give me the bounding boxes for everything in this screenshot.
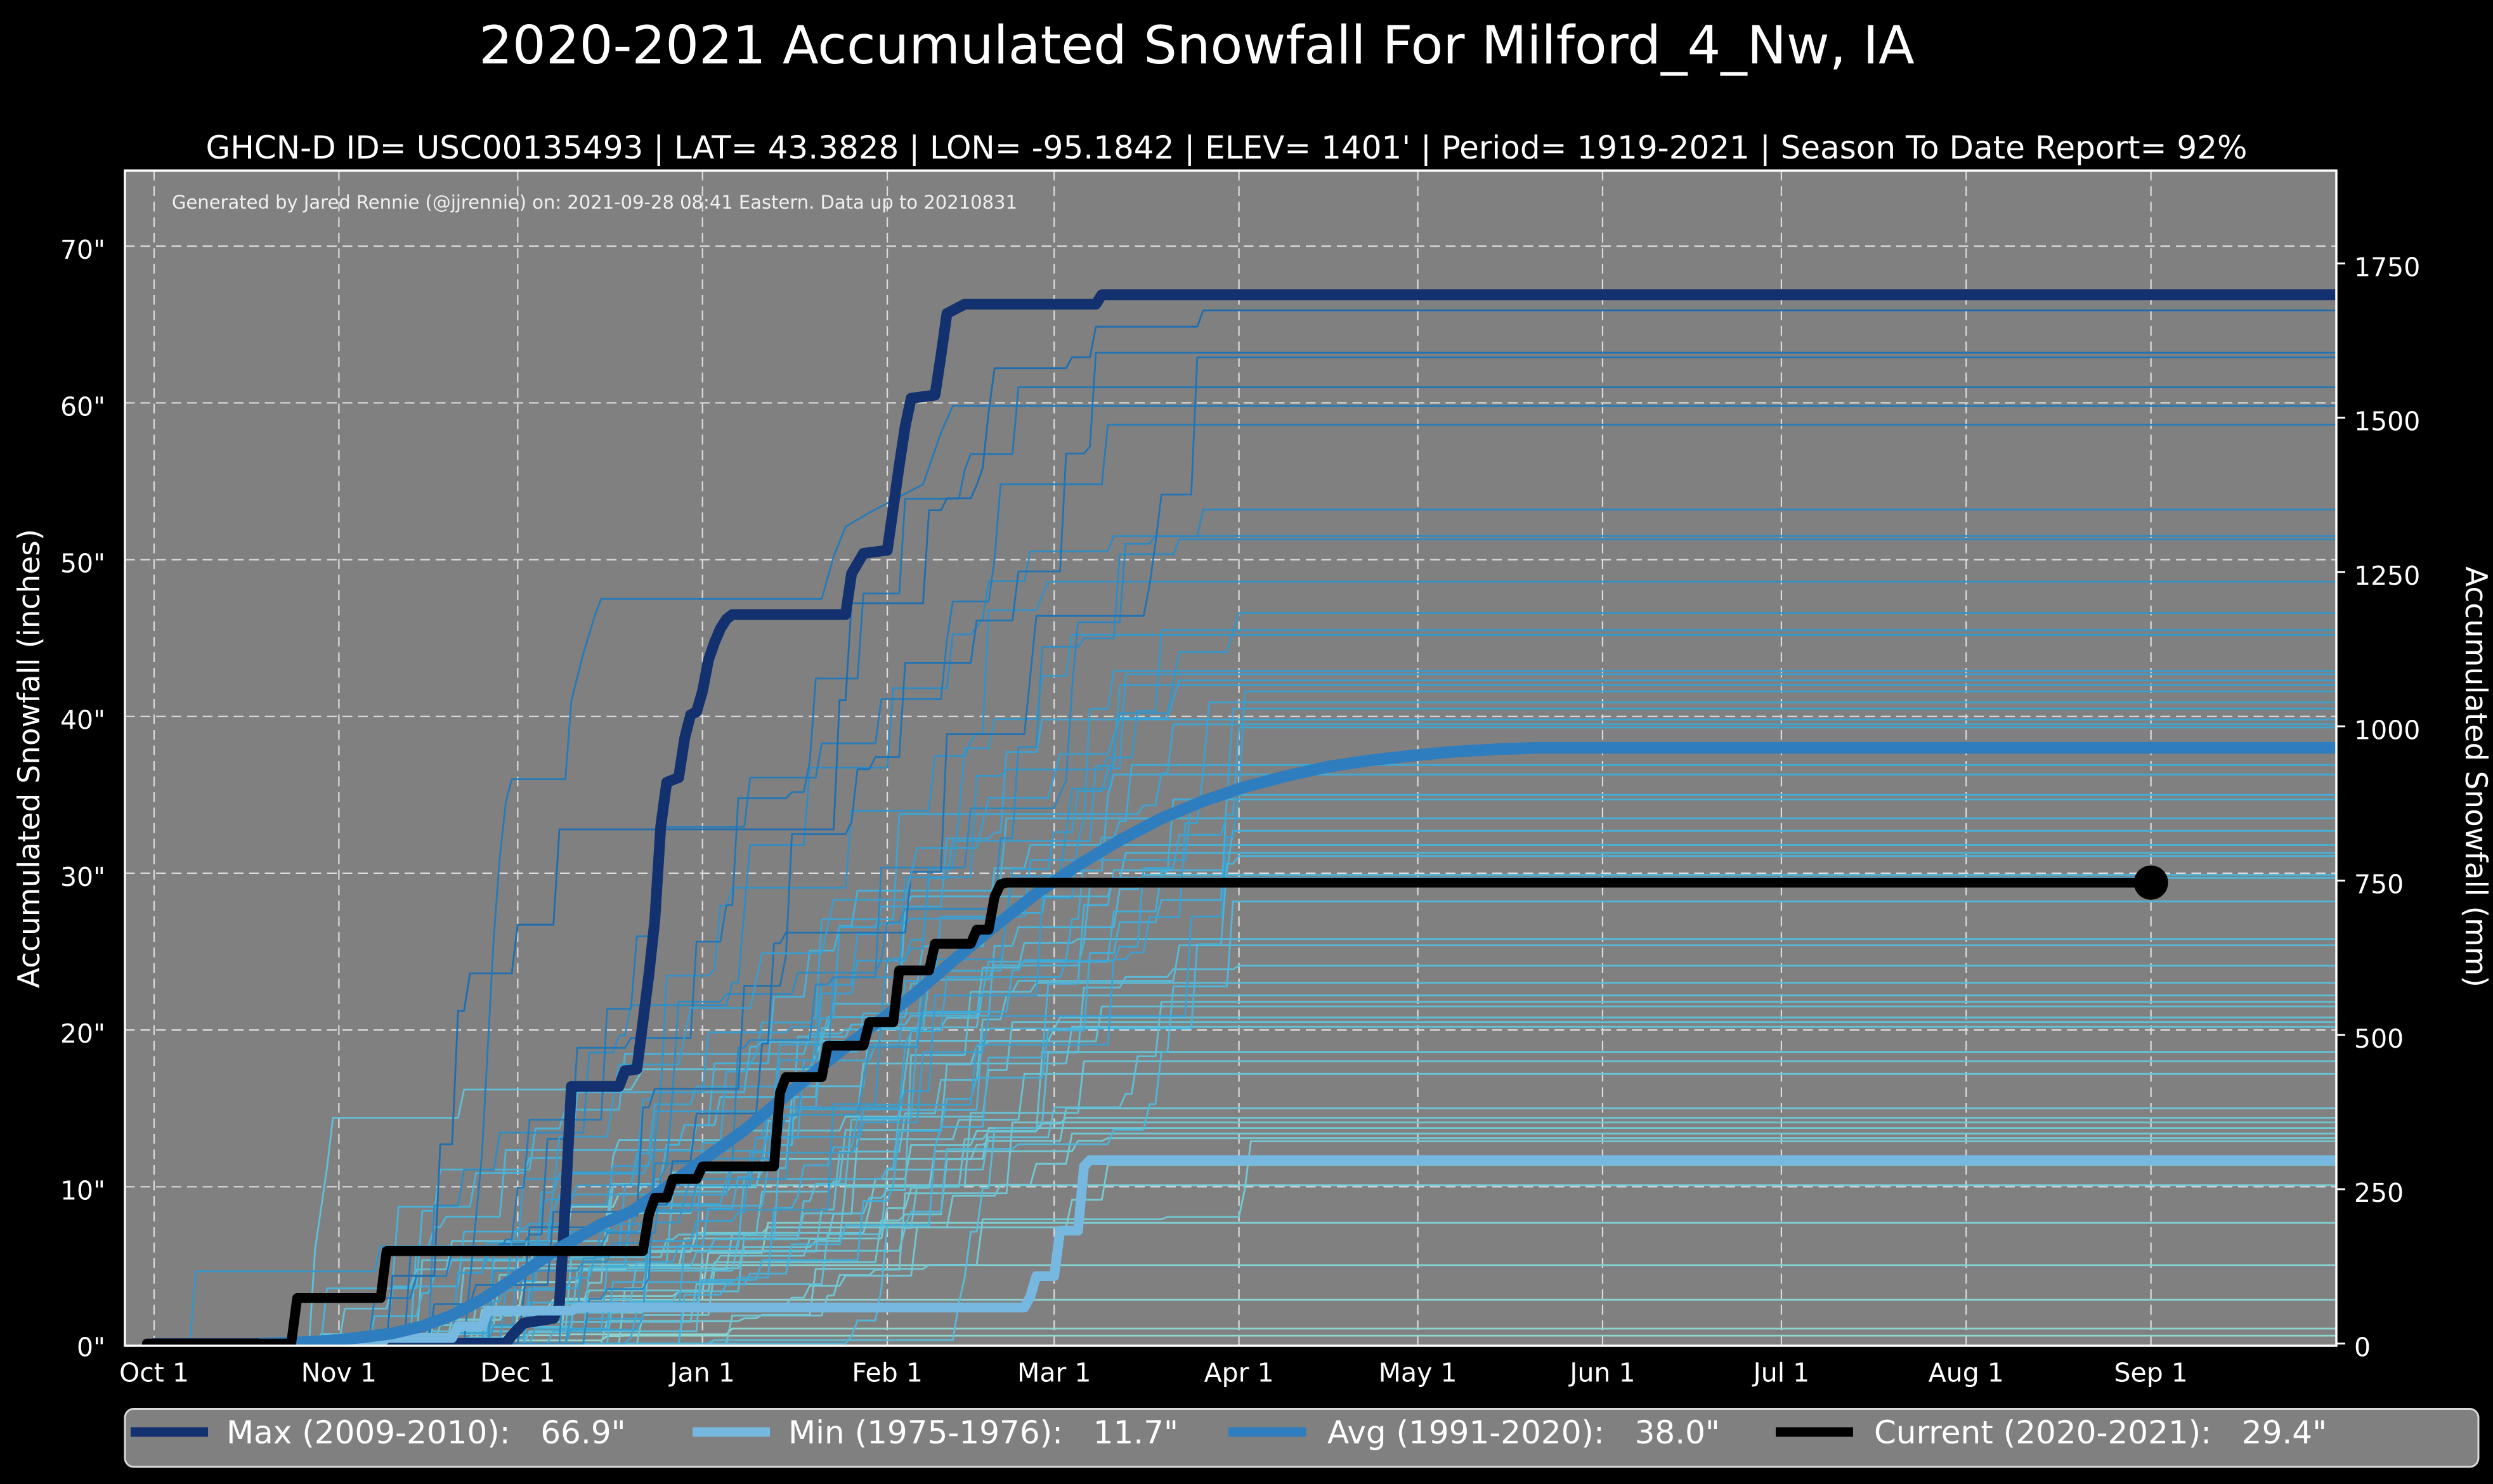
historical-season-line [153, 994, 2336, 1344]
x-tick-label: Oct 1 [119, 1358, 189, 1388]
legend: Max (2009-2010): 66.9" Min (1975-1976): 1… [124, 1408, 2480, 1468]
generated-by-annotation: Generated by Jared Rennie (@jjrennie) on… [172, 192, 1017, 213]
historical-season-line [153, 684, 2336, 1344]
historical-season-line [153, 1140, 2336, 1344]
historical-season-line [153, 1137, 2336, 1344]
series-line-min [149, 1155, 2336, 1346]
x-tick-label: Jul 1 [1752, 1358, 1810, 1388]
legend-box [124, 1408, 2480, 1468]
x-tick-label: Dec 1 [480, 1358, 555, 1388]
x-tick-label: Feb 1 [852, 1358, 923, 1388]
x-tick-label: Jan 1 [668, 1358, 735, 1388]
x-tick-label: Jun 1 [1568, 1358, 1635, 1388]
historical-season-line [153, 719, 2336, 1344]
legend-label: Max (2009-2010): 66.9" [226, 1414, 626, 1451]
y-tick-label-inches: 60" [60, 391, 105, 422]
historical-season-line [153, 535, 2336, 1344]
historical-season-line [153, 817, 2336, 1344]
historical-season-line [153, 424, 2336, 1344]
x-tick-label: Sep 1 [2114, 1358, 2187, 1388]
y-axis-label-inches: Accumulated Snowfall (inches) [12, 529, 47, 988]
gridlines [125, 171, 2336, 1346]
legend-label: Min (1975-1976): 11.7" [788, 1414, 1178, 1451]
main-series-lines [141, 289, 2336, 1346]
chart-subtitle: GHCN-D ID= USC00135493 | LAT= 43.3828 | … [205, 129, 2247, 166]
y-tick-label-inches: 70" [60, 235, 105, 265]
x-tick-label: Aug 1 [1929, 1358, 2004, 1388]
y-tick-label-mm: 750 [2354, 869, 2404, 900]
x-tick-label: Apr 1 [1204, 1358, 1274, 1388]
x-tick-label: Mar 1 [1017, 1358, 1091, 1388]
x-tick-labels: Oct 1 Nov 1 Dec 1 Jan 1 Feb 1 Mar 1 Apr 1 May 1… [119, 1358, 2188, 1388]
y-tick-label-inches: 10" [60, 1175, 105, 1206]
y-tick-label-mm: 1500 [2354, 407, 2420, 437]
historical-season-line [153, 701, 2336, 1344]
historical-season-line [153, 679, 2336, 1344]
historical-season-line [153, 386, 2336, 1344]
axis-ticks [2336, 262, 2345, 1344]
y-tick-labels-inches: 0" 10" 20" 30" 40" 50" 60" 70" [60, 235, 105, 1362]
historical-season-line [153, 690, 2336, 1344]
y-tick-label-inches: 40" [60, 705, 105, 736]
y-tick-label-mm: 1250 [2354, 561, 2420, 591]
x-tick-label: May 1 [1379, 1358, 1457, 1388]
chart-title: 2020-2021 Accumulated Snowfall For Milfo… [479, 15, 1915, 76]
series-line-max [148, 289, 2336, 1346]
historical-season-line [153, 1072, 2336, 1344]
historical-season-line [153, 965, 2336, 1344]
y-axis-label-mm: Accumulated Snowfall (mm) [2458, 566, 2493, 987]
legend-label: Avg (1991-2020): 38.0" [1327, 1414, 1720, 1451]
historical-season-line [153, 538, 2336, 1344]
legend-label: Current (2020-2021): 29.4" [1874, 1414, 2327, 1451]
y-tick-label-mm: 500 [2354, 1024, 2404, 1054]
y-tick-label-inches: 30" [60, 862, 105, 892]
y-tick-label-mm: 1000 [2354, 715, 2420, 745]
historical-season-line [153, 634, 2336, 1344]
y-tick-label-mm: 1750 [2354, 252, 2420, 282]
historical-season-line [153, 509, 2336, 1344]
y-tick-label-mm: 250 [2354, 1178, 2404, 1208]
y-tick-label-inches: 0" [77, 1332, 105, 1363]
historical-season-line [153, 855, 2336, 1344]
historical-season-line [153, 793, 2336, 1344]
axes-spines [124, 169, 2338, 1347]
x-tick-label: Nov 1 [301, 1358, 377, 1388]
plot-background [125, 171, 2336, 1346]
y-tick-labels-mm: 0 250 500 750 1000 1250 1500 1750 [2354, 252, 2420, 1362]
historical-season-line [153, 874, 2336, 1344]
y-tick-label-mm: 0 [2354, 1332, 2371, 1363]
y-tick-label-inches: 50" [60, 549, 105, 579]
current-series-end-dot [2133, 865, 2168, 900]
historical-season-line [153, 1121, 2336, 1344]
series-line-current [141, 877, 2156, 1346]
historical-season-line [153, 901, 2336, 1344]
historical-season-line [153, 830, 2336, 1344]
y-tick-label-inches: 20" [60, 1019, 105, 1049]
